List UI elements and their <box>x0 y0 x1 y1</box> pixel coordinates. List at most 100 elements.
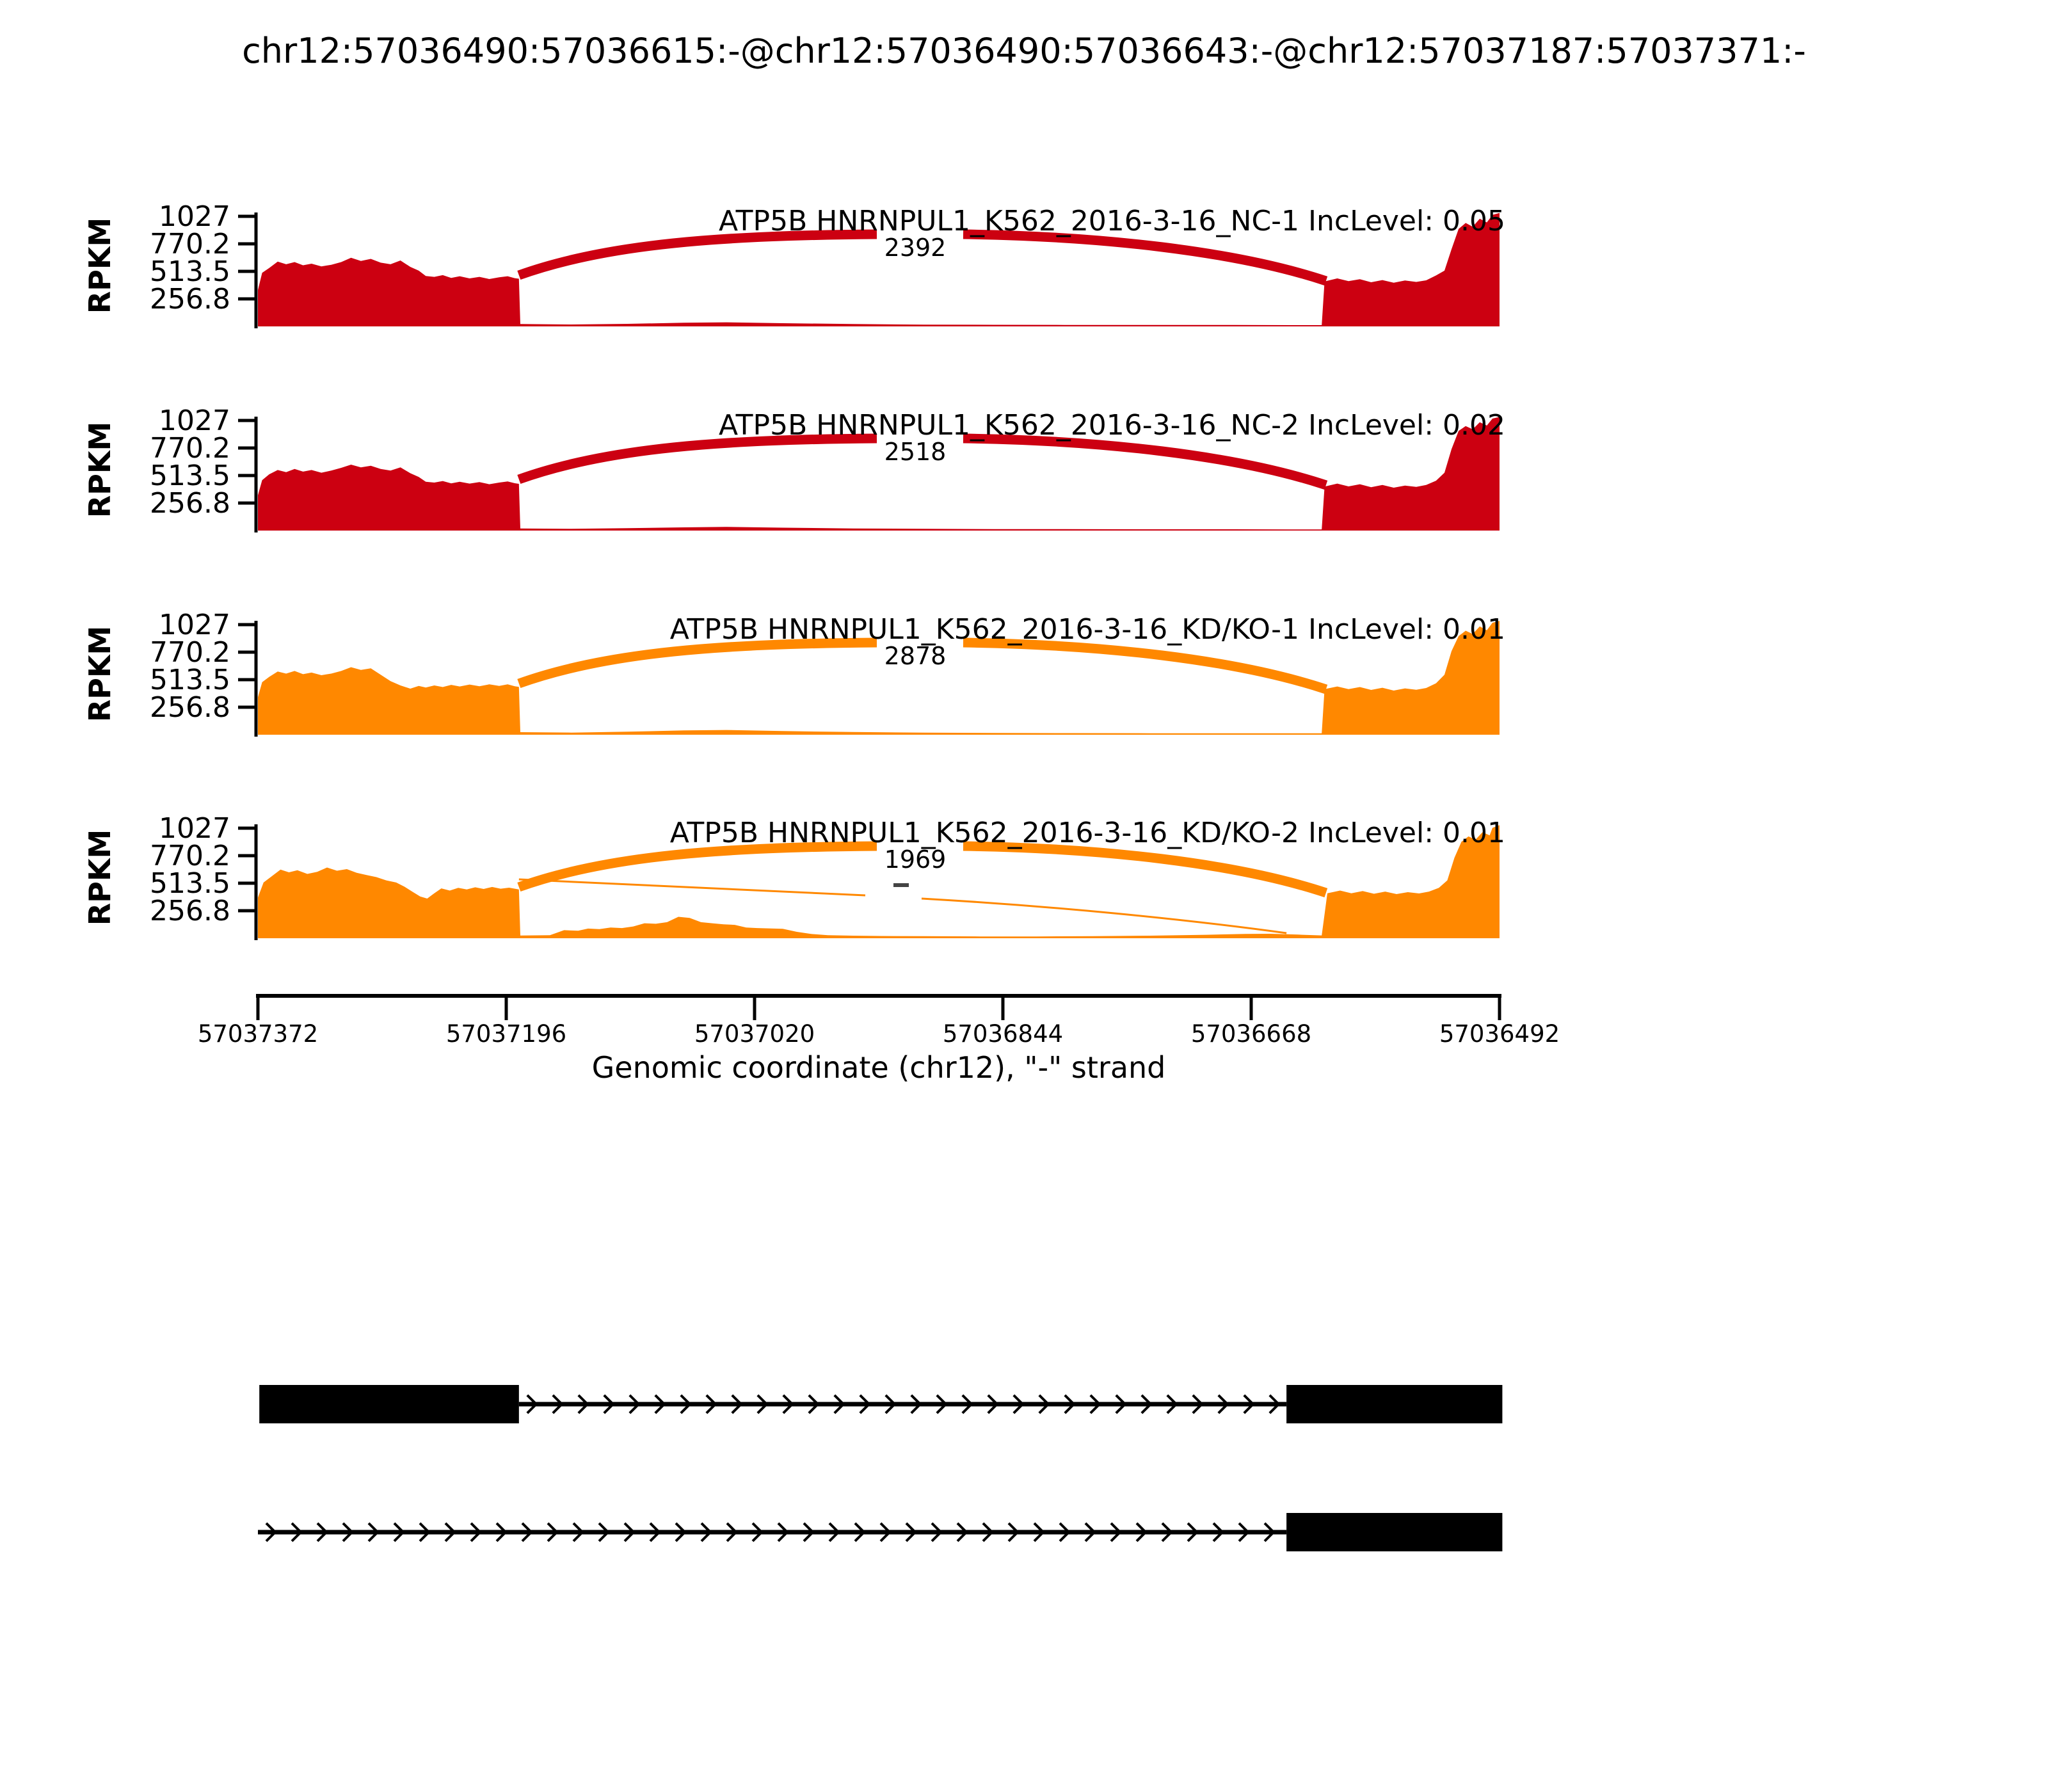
exon-box <box>259 1385 519 1423</box>
strand-direction-arrow-icon <box>598 1522 610 1542</box>
strand-direction-arrow-icon <box>1140 1394 1153 1414</box>
x-tick-label: 57037196 <box>446 1020 566 1048</box>
junction-arc-left-segment <box>517 637 877 689</box>
strand-direction-arrow-icon <box>726 1522 738 1542</box>
x-axis-label: Genomic coordinate (chr12), "-" strand <box>592 1050 1166 1085</box>
y-tick-label: 513.5 <box>150 867 230 900</box>
junction-read-count: 2518 <box>884 438 947 466</box>
strand-direction-arrow-icon <box>700 1522 712 1542</box>
strand-direction-arrow-icon <box>526 1394 538 1414</box>
track-title: ATP5B HNRNPUL1_K562_2016-3-16_NC-2 IncLe… <box>719 409 1505 442</box>
strand-direction-arrow-icon <box>808 1394 820 1414</box>
strand-direction-arrow-icon <box>1187 1522 1199 1542</box>
strand-direction-arrow-icon <box>444 1522 456 1542</box>
y-axis-title: RPKM <box>83 829 117 926</box>
y-tick-label: 513.5 <box>150 460 230 492</box>
strand-direction-arrow-icon <box>470 1522 482 1542</box>
y-tick-label: 770.2 <box>150 228 230 260</box>
track-title: ATP5B HNRNPUL1_K562_2016-3-16_KD/KO-1 In… <box>670 613 1505 646</box>
strand-direction-arrow-icon <box>1217 1394 1229 1414</box>
y-axis-title: RPKM <box>83 218 117 314</box>
strand-direction-arrow-icon <box>1033 1522 1045 1542</box>
junction-read-count: 1969 <box>884 845 947 874</box>
gene-model-isoform-2 <box>258 1513 1503 1551</box>
junction-arc-left-segment <box>517 229 877 280</box>
strand-direction-arrow-icon <box>628 1394 641 1414</box>
strand-direction-arrow-icon <box>577 1394 589 1414</box>
strand-direction-arrow-icon <box>705 1394 717 1414</box>
y-tick-label: 1027 <box>159 812 230 845</box>
strand-direction-arrow-icon <box>1012 1394 1025 1414</box>
y-axis-title: RPKM <box>83 422 117 518</box>
strand-direction-arrow-icon <box>731 1394 743 1414</box>
strand-direction-arrow-icon <box>931 1522 943 1542</box>
strand-direction-arrow-icon <box>1084 1522 1096 1542</box>
y-tick-label: 770.2 <box>150 432 230 465</box>
y-tick-label: 1027 <box>159 609 230 641</box>
strand-direction-arrow-icon <box>393 1522 405 1542</box>
y-tick-label: 1027 <box>159 404 230 437</box>
strand-direction-arrow-icon <box>756 1394 769 1414</box>
strand-direction-arrow-icon <box>956 1522 968 1542</box>
strand-direction-arrow-icon <box>879 1522 892 1542</box>
y-tick-label: 770.2 <box>150 636 230 669</box>
junction-arc-right-segment <box>963 637 1328 694</box>
strand-direction-arrow-icon <box>859 1394 871 1414</box>
strand-direction-arrow-icon <box>751 1522 764 1542</box>
x-tick-label: 57036844 <box>943 1020 1063 1048</box>
strand-direction-arrow-icon <box>1059 1522 1071 1542</box>
x-axis: 57037372 57037196 57037020 57036844 57036668… <box>198 994 1560 1048</box>
read-coverage-area <box>258 417 1500 531</box>
read-coverage-area <box>258 621 1500 735</box>
plot-title: chr12:57036490:57036615:-@chr12:57036490… <box>242 31 1806 71</box>
strand-direction-arrow-icon <box>552 1394 564 1414</box>
y-tick-label: 513.5 <box>150 255 230 288</box>
strand-direction-arrow-icon <box>1161 1522 1173 1542</box>
x-tick-label: 57036668 <box>1191 1020 1311 1048</box>
strand-direction-arrow-icon <box>1089 1394 1101 1414</box>
gene-model-isoform-1 <box>259 1385 1503 1423</box>
y-tick-label: 770.2 <box>150 840 230 872</box>
y-tick-label: 256.8 <box>150 895 230 927</box>
strand-direction-arrow-icon <box>1135 1522 1148 1542</box>
strand-direction-arrow-icon <box>419 1522 431 1542</box>
strand-direction-arrow-icon <box>1212 1522 1224 1542</box>
strand-direction-arrow-icon <box>342 1522 354 1542</box>
strand-direction-arrow-icon <box>1166 1394 1178 1414</box>
junction-arc-right-segment <box>963 433 1328 490</box>
strand-direction-arrow-icon <box>1263 1522 1276 1542</box>
minor-junction-arc-right-segment <box>921 897 1287 934</box>
x-tick-label: 57036492 <box>1439 1020 1560 1048</box>
strand-direction-arrow-icon <box>654 1394 666 1414</box>
strand-direction-arrow-icon <box>961 1394 973 1414</box>
junction-read-count: 2392 <box>884 234 947 262</box>
strand-direction-arrow-icon <box>803 1522 815 1542</box>
strand-direction-arrow-icon <box>572 1522 584 1542</box>
y-tick-label: 513.5 <box>150 664 230 696</box>
strand-direction-arrow-icon <box>291 1522 303 1542</box>
strand-direction-arrow-icon <box>884 1394 897 1414</box>
strand-direction-arrow-icon <box>833 1394 845 1414</box>
junction-read-count: 2878 <box>884 642 947 670</box>
strand-direction-arrow-icon <box>265 1522 277 1542</box>
exon-box <box>1286 1385 1503 1423</box>
strand-direction-arrow-icon <box>623 1522 636 1542</box>
junction-arc-right-segment <box>963 841 1328 898</box>
strand-direction-arrow-icon <box>1007 1522 1020 1542</box>
minor-junction-arc-left-segment <box>518 878 866 897</box>
strand-direction-arrow-icon <box>910 1394 922 1414</box>
strand-direction-arrow-icon <box>521 1522 533 1542</box>
read-coverage-area <box>258 212 1500 326</box>
strand-direction-arrow-icon <box>982 1522 994 1542</box>
strand-direction-arrow-icon <box>603 1394 615 1414</box>
strand-direction-arrow-icon <box>854 1522 866 1542</box>
exon-box <box>1286 1513 1503 1551</box>
strand-direction-arrow-icon <box>828 1522 840 1542</box>
track-title: ATP5B HNRNPUL1_K562_2016-3-16_KD/KO-2 In… <box>670 817 1505 849</box>
y-tick-label: 256.8 <box>150 487 230 520</box>
